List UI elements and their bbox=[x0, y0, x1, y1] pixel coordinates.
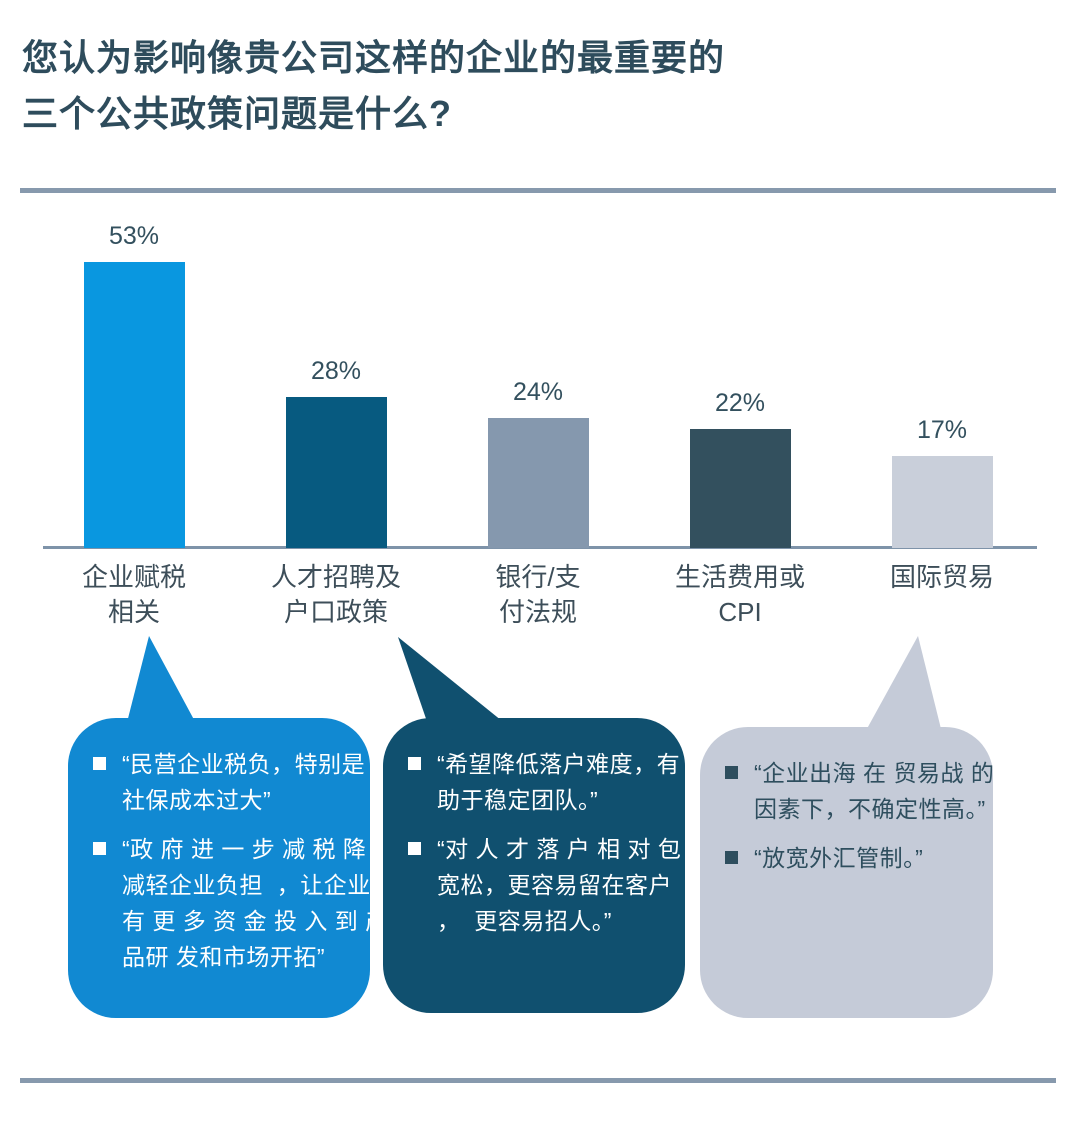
category-label: 企业赋税 相关 bbox=[22, 560, 246, 630]
category-label: 生活费用或 CPI bbox=[628, 560, 852, 630]
page-title-line2: 三个公共政策问题是什么? bbox=[22, 93, 452, 134]
quote-text-line: 减轻企业负担 ，让企业 bbox=[122, 872, 371, 898]
quote-bullet: “企业出海 在 贸易战 的因素下，不确定性高。” bbox=[725, 755, 994, 827]
callout-bubble-1: “民营企业税负，特别是 社保成本过大” “政 府 进 一 步 减 税 降 费减轻企业… bbox=[68, 718, 396, 1018]
top-divider bbox=[20, 188, 1056, 193]
quote-text-line: “政 府 进 一 步 减 税 降 费 bbox=[122, 836, 397, 862]
quote-text: “对 人 才 落 户 相 对 包 容宽松，更容易留在客户 ， 更容易招人。” bbox=[437, 831, 712, 939]
bar-3 bbox=[487, 418, 589, 548]
quote-bullet: “对 人 才 落 户 相 对 包 容宽松，更容易留在客户 ， 更容易招人。” bbox=[408, 831, 711, 939]
quote-text-line: 宽松，更容易留在客户 bbox=[437, 872, 672, 898]
category-label-line: 相关 bbox=[107, 597, 160, 627]
bullet-square-icon bbox=[93, 757, 106, 770]
category-label: 国际贸易 bbox=[830, 560, 1054, 595]
quote-text-line: 品研 发和市场开拓” bbox=[122, 944, 326, 970]
callout-bubble-2: “希望降低落户难度，有 助于稳定团队。” “对 人 才 落 户 相 对 包 容宽松，… bbox=[383, 718, 711, 1013]
bar-4 bbox=[689, 429, 791, 548]
quote-text-line: “企业出海 在 贸易战 的 bbox=[754, 760, 995, 786]
category-label-line: 付法规 bbox=[498, 597, 577, 627]
quote-text: “放宽外汇管制。” bbox=[754, 840, 971, 876]
bullet-square-icon bbox=[725, 766, 738, 779]
bar-value-label: 24% bbox=[512, 378, 564, 406]
quote-text-line: “对 人 才 落 户 相 对 包 容 bbox=[437, 836, 712, 862]
quote-bullet: “民营企业税负，特别是 社保成本过大” bbox=[93, 746, 365, 818]
quote-text-line: “希望降低落户难度，有 bbox=[437, 751, 681, 777]
bottom-divider bbox=[20, 1078, 1056, 1083]
quote-text-line: 社保成本过大” bbox=[122, 787, 272, 813]
bar-1 bbox=[83, 262, 185, 548]
bar-value-label: 28% bbox=[310, 357, 362, 385]
category-label-line: 户口政策 bbox=[283, 597, 388, 627]
quote-bullet: “放宽外汇管制。” bbox=[725, 840, 971, 876]
quote-text: “希望降低落户难度，有 助于稳定团队。” bbox=[437, 746, 680, 818]
quote-text-line: “放宽外汇管制。” bbox=[754, 845, 924, 871]
page-title: 您认为影响像贵公司这样的企业的最重要的 三个公共政策问题是什么? bbox=[22, 30, 725, 142]
bullet-square-icon bbox=[408, 757, 421, 770]
quote-text-line: 有 更 多 资 金 投 入 到 产 bbox=[122, 908, 389, 934]
bar-value-label: 22% bbox=[714, 389, 766, 417]
bullet-square-icon bbox=[93, 842, 106, 855]
bar-2 bbox=[285, 397, 387, 548]
category-label: 人才招聘及 户口政策 bbox=[224, 560, 448, 630]
bullet-square-icon bbox=[408, 842, 421, 855]
category-label-line: 企业赋税 bbox=[81, 562, 186, 592]
quote-text-line: 助于稳定团队。” bbox=[437, 787, 599, 813]
page-title-line1: 您认为影响像贵公司这样的企业的最重要的 bbox=[22, 37, 726, 78]
bar-value-label: 17% bbox=[916, 416, 968, 444]
quote-text-line: “民营企业税负，特别是 bbox=[122, 751, 366, 777]
quote-text-line: 因素下，不确定性高。” bbox=[754, 796, 986, 822]
bullet-square-icon bbox=[725, 851, 738, 864]
quote-bullet: “希望降低落户难度，有 助于稳定团队。” bbox=[408, 746, 680, 818]
bar-5 bbox=[891, 456, 993, 548]
callout-bubble-3: “企业出海 在 贸易战 的因素下，不确定性高。” “放宽外汇管制。” bbox=[700, 727, 994, 1018]
quote-bullet: “政 府 进 一 步 减 税 降 费减轻企业负担 ，让企业有 更 多 资 金 投… bbox=[93, 831, 396, 975]
quote-text: “民营企业税负，特别是 社保成本过大” bbox=[122, 746, 365, 818]
category-label-line: 国际贸易 bbox=[889, 562, 994, 592]
category-label-line: 银行/支 bbox=[495, 562, 581, 592]
quote-text: “企业出海 在 贸易战 的因素下，不确定性高。” bbox=[754, 755, 994, 827]
category-label-line: 人才招聘及 bbox=[270, 562, 401, 592]
category-label-line: CPI bbox=[718, 597, 762, 627]
category-label: 银行/支付法规 bbox=[426, 560, 650, 630]
category-label-line: 生活费用或 bbox=[674, 562, 805, 592]
quote-text-line: ， 更容易招人。” bbox=[437, 908, 612, 934]
quote-text: “政 府 进 一 步 减 税 降 费减轻企业负担 ，让企业有 更 多 资 金 投… bbox=[122, 831, 397, 975]
bar-value-label: 53% bbox=[108, 222, 160, 250]
